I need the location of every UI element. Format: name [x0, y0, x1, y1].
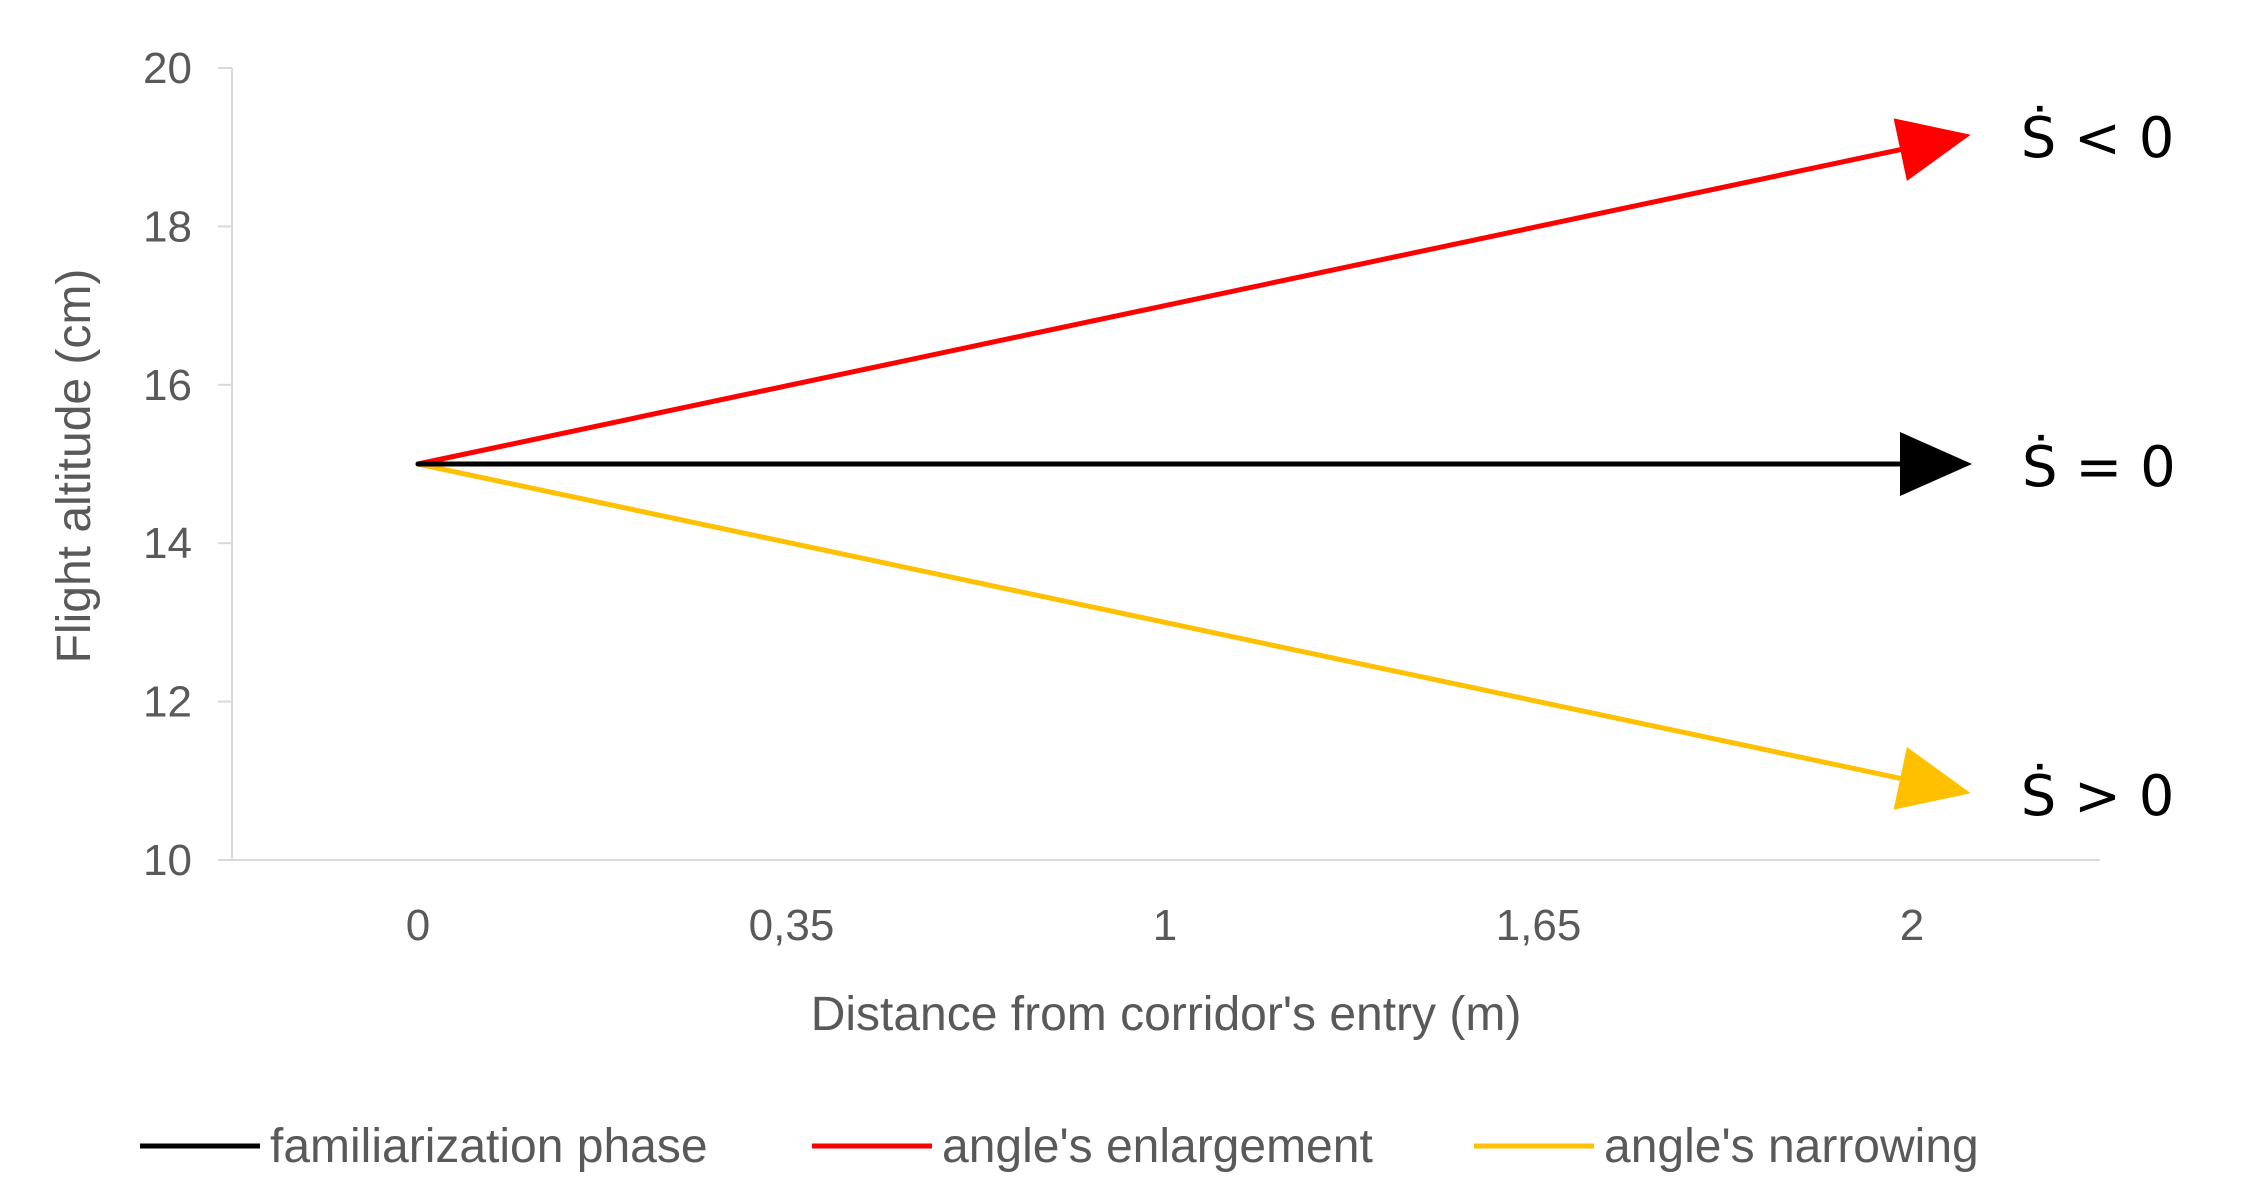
legend-label: familiarization phase — [270, 1120, 708, 1173]
series-layer — [415, 118, 1972, 810]
x-axis-title: Distance from corridor's entry (m) — [811, 988, 1522, 1041]
legend: familiarization phase angle's enlargement… — [140, 1120, 1979, 1173]
x-tick-label: 1,65 — [1496, 901, 1582, 950]
legend-label: angle's enlargement — [942, 1120, 1373, 1173]
series-line — [415, 146, 1907, 467]
x-tick-label: 0 — [406, 901, 430, 950]
series-annotation: Ṡ = 0 — [2022, 435, 2176, 500]
legend-label: angle's narrowing — [1604, 1120, 1979, 1173]
series-annotation: Ṡ < 0 — [2021, 106, 2175, 171]
series-annotation: Ṡ > 0 — [2021, 764, 2175, 829]
y-tick-label: 16 — [143, 361, 192, 410]
x-axis-ticks: 0 0,35 1 1,65 2 — [406, 901, 1924, 950]
x-tick-label: 2 — [1900, 901, 1924, 950]
y-tick-label: 10 — [143, 836, 192, 885]
y-tick-label: 18 — [143, 202, 192, 251]
y-tick-label: 20 — [143, 44, 192, 93]
series-arrowhead — [1893, 118, 1971, 181]
annotations: Ṡ < 0 Ṡ > 0 Ṡ = 0 — [2021, 106, 2176, 829]
x-tick-label: 0,35 — [749, 901, 835, 950]
y-axis-title: Flight altitude (cm) — [48, 269, 101, 664]
y-tick-label: 14 — [143, 519, 192, 568]
series-line — [415, 461, 1907, 782]
y-axis-ticks: 10 12 14 16 18 20 — [143, 44, 232, 885]
series-arrowhead — [1893, 747, 1971, 810]
y-tick-label: 12 — [143, 678, 192, 727]
x-tick-label: 1 — [1153, 901, 1177, 950]
series-arrowhead — [1900, 432, 1972, 496]
